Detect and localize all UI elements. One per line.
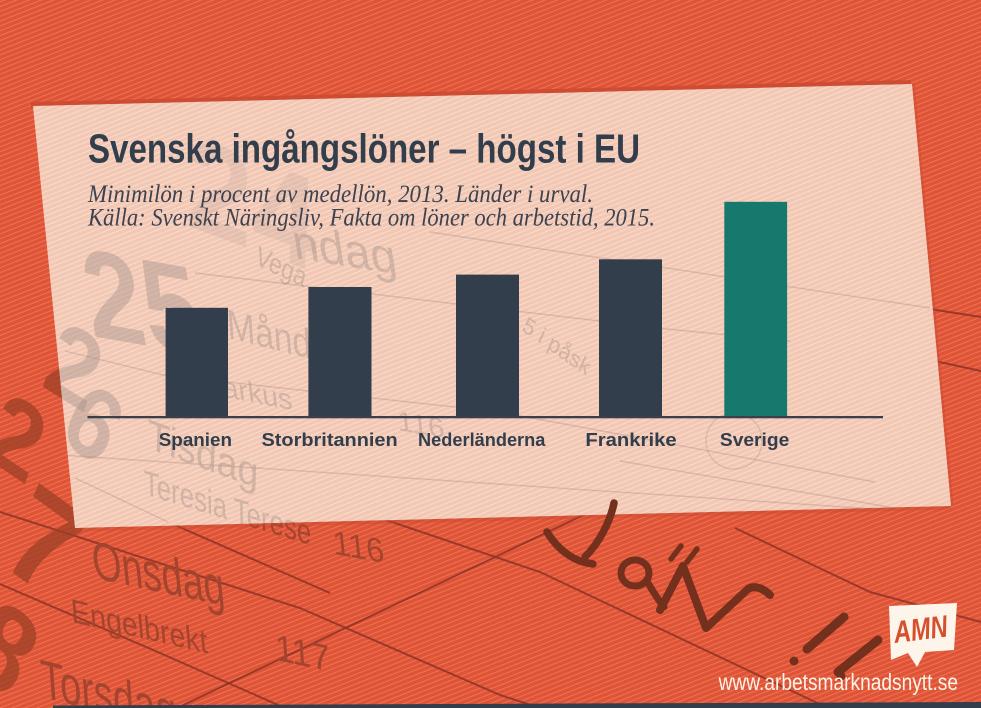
svg-text:Storbritannien: Storbritannien — [262, 430, 398, 450]
svg-text:Källa: Svenskt Näringsliv, Fak: Källa: Svenskt Näringsliv, Fakta om löne… — [87, 202, 655, 231]
svg-text:Frankrike: Frankrike — [585, 430, 676, 450]
svg-text:Svenska ingångslöner – högst i: Svenska ingångslöner – högst i EU — [88, 126, 640, 172]
svg-text:Spanien: Spanien — [159, 430, 232, 450]
svg-text:www.arbetsmarknadsnytt.se: www.arbetsmarknadsnytt.se — [718, 669, 958, 695]
svg-text:Nederländerna: Nederländerna — [418, 430, 546, 450]
svg-text:AMN: AMN — [891, 609, 950, 650]
svg-text:Minimilön i procent av medellö: Minimilön i procent av medellön, 2013. L… — [87, 179, 593, 208]
svg-text:Sverige: Sverige — [720, 430, 789, 450]
